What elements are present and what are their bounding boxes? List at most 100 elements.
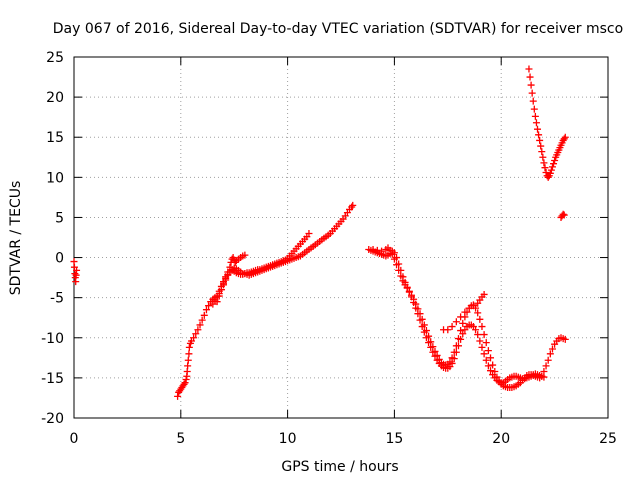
data-point-marker <box>305 229 313 237</box>
data-point-marker <box>532 119 540 127</box>
data-point-marker <box>478 343 486 351</box>
data-point-marker <box>222 274 230 282</box>
data-point-marker <box>493 373 501 381</box>
data-point-marker <box>548 163 556 171</box>
data-point-marker <box>546 169 554 177</box>
data-point-marker <box>349 201 357 209</box>
x-tick-label: 15 <box>385 431 403 447</box>
data-point-marker <box>457 327 465 335</box>
plot-frame <box>73 56 609 419</box>
data-point-marker <box>185 343 193 351</box>
data-point-marker <box>528 89 536 97</box>
y-tick-label: -5 <box>50 291 64 307</box>
data-point-marker <box>550 160 558 168</box>
data-point-marker <box>546 350 554 358</box>
data-point-marker <box>482 339 490 347</box>
data-point-marker <box>174 392 182 400</box>
data-point-marker <box>484 362 492 370</box>
x-tick-label: 10 <box>279 431 297 447</box>
data-point-marker <box>395 266 403 274</box>
x-axis-label: GPS time / hours <box>281 459 398 475</box>
data-series <box>70 65 569 400</box>
data-point-marker <box>476 315 484 323</box>
data-point-marker <box>448 354 456 362</box>
chart-title: Day 067 of 2016, Sidereal Day-to-day VTE… <box>53 21 623 37</box>
data-point-marker <box>198 316 206 324</box>
data-point-marker <box>491 367 499 375</box>
data-point-marker <box>452 318 460 326</box>
data-point-marker <box>540 367 548 375</box>
y-tick-label: -15 <box>41 371 64 387</box>
data-point-marker <box>560 135 568 143</box>
data-point-marker <box>454 335 462 343</box>
data-point-marker <box>241 251 249 259</box>
data-point-marker <box>181 379 189 387</box>
y-tick-label: 10 <box>46 170 64 186</box>
data-point-marker <box>537 142 545 150</box>
data-point-marker <box>480 350 488 358</box>
data-point-marker <box>209 300 217 308</box>
y-tick-label: 20 <box>46 90 64 106</box>
data-point-marker <box>215 292 223 300</box>
tick-labels: 0 5 10 15 20 25 -20 -15 -10 -5 0 5 10 15 20 25 <box>41 50 617 447</box>
data-point-marker <box>465 304 473 312</box>
data-point-marker <box>399 277 407 285</box>
data-point-marker <box>393 261 401 269</box>
data-point-marker <box>489 361 497 369</box>
data-point-marker <box>530 105 538 113</box>
data-point-marker <box>526 73 534 81</box>
data-point-marker <box>448 323 456 331</box>
data-point-marker <box>425 332 433 340</box>
data-point-marker <box>478 323 486 331</box>
data-point-marker <box>452 342 460 350</box>
data-point-marker <box>373 246 381 254</box>
data-point-marker <box>416 310 424 318</box>
data-point-marker <box>378 247 386 255</box>
data-point-marker <box>534 125 542 133</box>
data-point-marker <box>469 301 477 309</box>
data-point-marker <box>559 210 567 218</box>
data-point-marker <box>184 356 192 364</box>
data-point-marker <box>185 350 193 358</box>
data-point-marker <box>412 300 420 308</box>
data-point-marker <box>544 356 552 364</box>
data-point-marker <box>474 309 482 317</box>
data-point-marker <box>73 266 81 274</box>
data-point-marker <box>551 156 559 164</box>
axis-ticks <box>73 56 609 419</box>
data-point-marker <box>386 246 394 254</box>
data-point-marker <box>388 250 396 258</box>
data-point-marker <box>433 351 441 359</box>
data-point-marker <box>487 354 495 362</box>
data-point-marker <box>459 319 467 327</box>
x-tick-label: 5 <box>176 431 185 447</box>
data-point-marker <box>200 311 208 319</box>
data-point-marker <box>461 308 469 316</box>
data-point-marker <box>538 372 546 380</box>
data-point-marker <box>561 335 569 343</box>
data-point-marker <box>525 65 533 73</box>
data-point-marker <box>213 298 221 306</box>
data-point-marker <box>531 112 539 120</box>
data-point-marker <box>431 347 439 355</box>
data-point-marker <box>542 169 550 177</box>
data-point-marker <box>540 159 548 167</box>
data-point-marker <box>427 338 435 346</box>
data-point-marker <box>390 255 398 263</box>
data-point-marker <box>410 295 418 303</box>
data-point-marker <box>180 380 188 388</box>
data-point-marker <box>480 290 488 298</box>
y-tick-label: -10 <box>41 331 64 347</box>
data-point-marker <box>414 305 422 313</box>
data-point-marker <box>547 166 555 174</box>
data-point-marker <box>539 153 547 161</box>
data-point-marker <box>527 81 535 89</box>
data-point-marker <box>444 326 452 334</box>
data-point-marker <box>190 334 198 342</box>
data-point-marker <box>369 246 377 254</box>
data-point-marker <box>561 133 569 141</box>
data-point-marker <box>407 291 415 299</box>
data-point-marker <box>544 173 552 181</box>
y-tick-label: 0 <box>55 251 64 267</box>
